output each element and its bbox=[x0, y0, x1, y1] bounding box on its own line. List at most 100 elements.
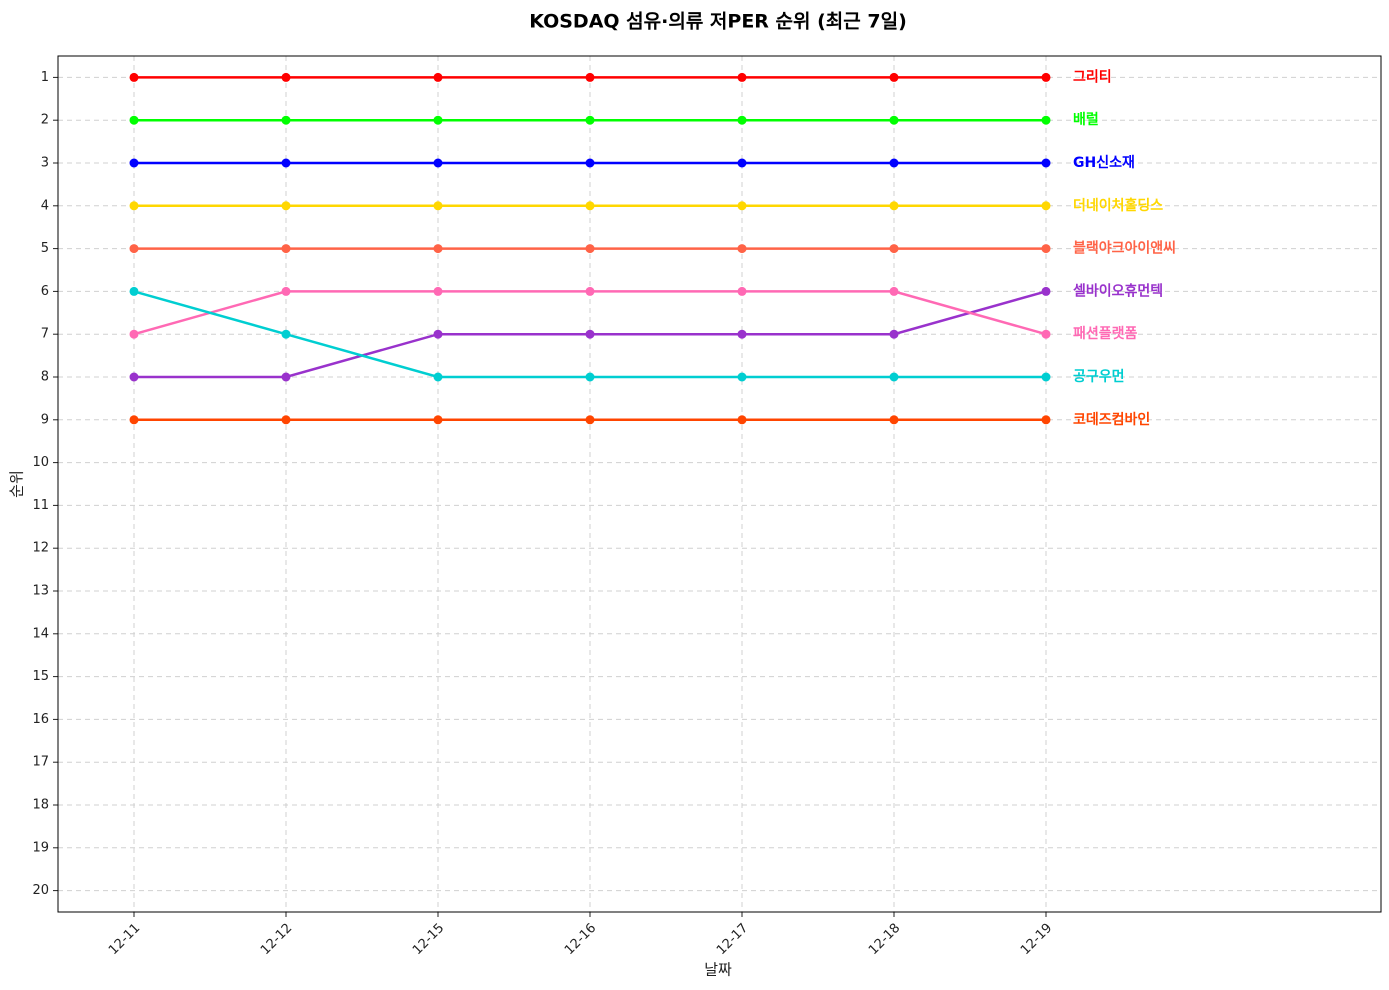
series-marker bbox=[889, 372, 899, 382]
y-tick-label: 3 bbox=[41, 156, 49, 171]
series-marker bbox=[585, 329, 595, 339]
series-label: 공구우먼 bbox=[1073, 368, 1125, 385]
series-marker bbox=[1041, 286, 1051, 296]
series-marker bbox=[433, 72, 443, 82]
series-marker bbox=[889, 72, 899, 82]
series-marker bbox=[889, 201, 899, 211]
series-marker bbox=[1041, 115, 1051, 125]
plot-frame bbox=[57, 55, 1382, 913]
series-marker bbox=[737, 201, 747, 211]
series-marker bbox=[889, 329, 899, 339]
series-marker bbox=[433, 372, 443, 382]
series-marker bbox=[281, 72, 291, 82]
series-marker bbox=[585, 286, 595, 296]
y-tick-label: 17 bbox=[32, 755, 49, 770]
y-axis-label: 순위 bbox=[8, 470, 26, 498]
y-tick-label: 9 bbox=[41, 412, 49, 427]
y-tick-label: 19 bbox=[32, 840, 49, 855]
series-marker bbox=[585, 72, 595, 82]
series-marker bbox=[281, 372, 291, 382]
series-marker bbox=[433, 115, 443, 125]
y-tick-label: 18 bbox=[32, 798, 49, 813]
series-marker bbox=[281, 201, 291, 211]
y-tick-label: 4 bbox=[41, 198, 49, 213]
series-marker bbox=[737, 329, 747, 339]
series-marker bbox=[129, 286, 139, 296]
series-marker bbox=[889, 244, 899, 254]
series-label: 블랙야크아이앤씨 bbox=[1073, 240, 1176, 257]
series-marker bbox=[129, 201, 139, 211]
series-marker bbox=[737, 372, 747, 382]
series-marker bbox=[1041, 201, 1051, 211]
series-marker bbox=[281, 329, 291, 339]
series-label: 배럴 bbox=[1073, 112, 1099, 128]
series-marker bbox=[129, 329, 139, 339]
series-marker bbox=[585, 372, 595, 382]
x-axis-label: 날짜 bbox=[704, 961, 732, 979]
chart-title: KOSDAQ 섬유·의류 저PER 순위 (최근 7일) bbox=[529, 11, 907, 33]
series-marker bbox=[1041, 244, 1051, 254]
series-marker bbox=[585, 158, 595, 168]
series-marker bbox=[737, 286, 747, 296]
series-label: 코데즈컴바인 bbox=[1073, 411, 1150, 428]
series-marker bbox=[1041, 329, 1051, 339]
x-tick-label: 12-18 bbox=[866, 921, 903, 958]
series-marker bbox=[129, 372, 139, 382]
y-tick-label: 13 bbox=[32, 584, 49, 599]
series-marker bbox=[585, 201, 595, 211]
y-tick-label: 11 bbox=[32, 498, 49, 513]
y-tick-label: 10 bbox=[32, 455, 49, 470]
series-marker bbox=[1041, 415, 1051, 425]
series-marker bbox=[433, 329, 443, 339]
series-marker bbox=[129, 158, 139, 168]
series-marker bbox=[281, 158, 291, 168]
series-marker bbox=[737, 72, 747, 82]
series-marker bbox=[737, 244, 747, 254]
series-label: GH신소재 bbox=[1073, 155, 1135, 171]
y-tick-label: 16 bbox=[32, 712, 49, 727]
x-tick-label: 12-12 bbox=[258, 921, 295, 958]
series-marker bbox=[129, 115, 139, 125]
series-marker bbox=[433, 158, 443, 168]
x-tick-label: 12-17 bbox=[714, 921, 751, 958]
x-tick-label: 12-19 bbox=[1018, 921, 1055, 958]
series-marker bbox=[737, 415, 747, 425]
series-marker bbox=[1041, 158, 1051, 168]
series-marker bbox=[889, 158, 899, 168]
series-marker bbox=[585, 244, 595, 254]
series-marker bbox=[129, 244, 139, 254]
x-tick-label: 12-15 bbox=[410, 921, 447, 958]
series-marker bbox=[585, 115, 595, 125]
y-tick-label: 8 bbox=[41, 370, 49, 385]
series-label: 셀바이오휴먼텍 bbox=[1073, 282, 1163, 299]
y-tick-label: 12 bbox=[32, 541, 49, 556]
series-label: 더네이처홀딩스 bbox=[1073, 197, 1163, 214]
x-tick-label: 12-11 bbox=[106, 921, 143, 958]
series-marker bbox=[129, 415, 139, 425]
series-marker bbox=[889, 286, 899, 296]
series-marker bbox=[281, 244, 291, 254]
series-label: 패션플랫폼 bbox=[1073, 325, 1138, 342]
series-marker bbox=[1041, 72, 1051, 82]
y-tick-label: 7 bbox=[41, 327, 49, 342]
series-marker bbox=[281, 286, 291, 296]
series-marker bbox=[433, 286, 443, 296]
y-tick-label: 1 bbox=[41, 70, 49, 85]
series-marker bbox=[433, 201, 443, 211]
series-marker bbox=[281, 115, 291, 125]
y-tick-label: 6 bbox=[41, 284, 49, 299]
series-marker bbox=[889, 115, 899, 125]
series-marker bbox=[889, 415, 899, 425]
y-tick-label: 20 bbox=[32, 883, 49, 898]
y-tick-label: 14 bbox=[32, 626, 49, 641]
series-marker bbox=[433, 415, 443, 425]
series-marker bbox=[1041, 372, 1051, 382]
y-tick-label: 2 bbox=[41, 113, 49, 128]
series-marker bbox=[737, 115, 747, 125]
series-marker bbox=[585, 415, 595, 425]
series-marker bbox=[737, 158, 747, 168]
x-tick-label: 12-16 bbox=[562, 921, 599, 958]
y-tick-label: 5 bbox=[41, 241, 49, 256]
